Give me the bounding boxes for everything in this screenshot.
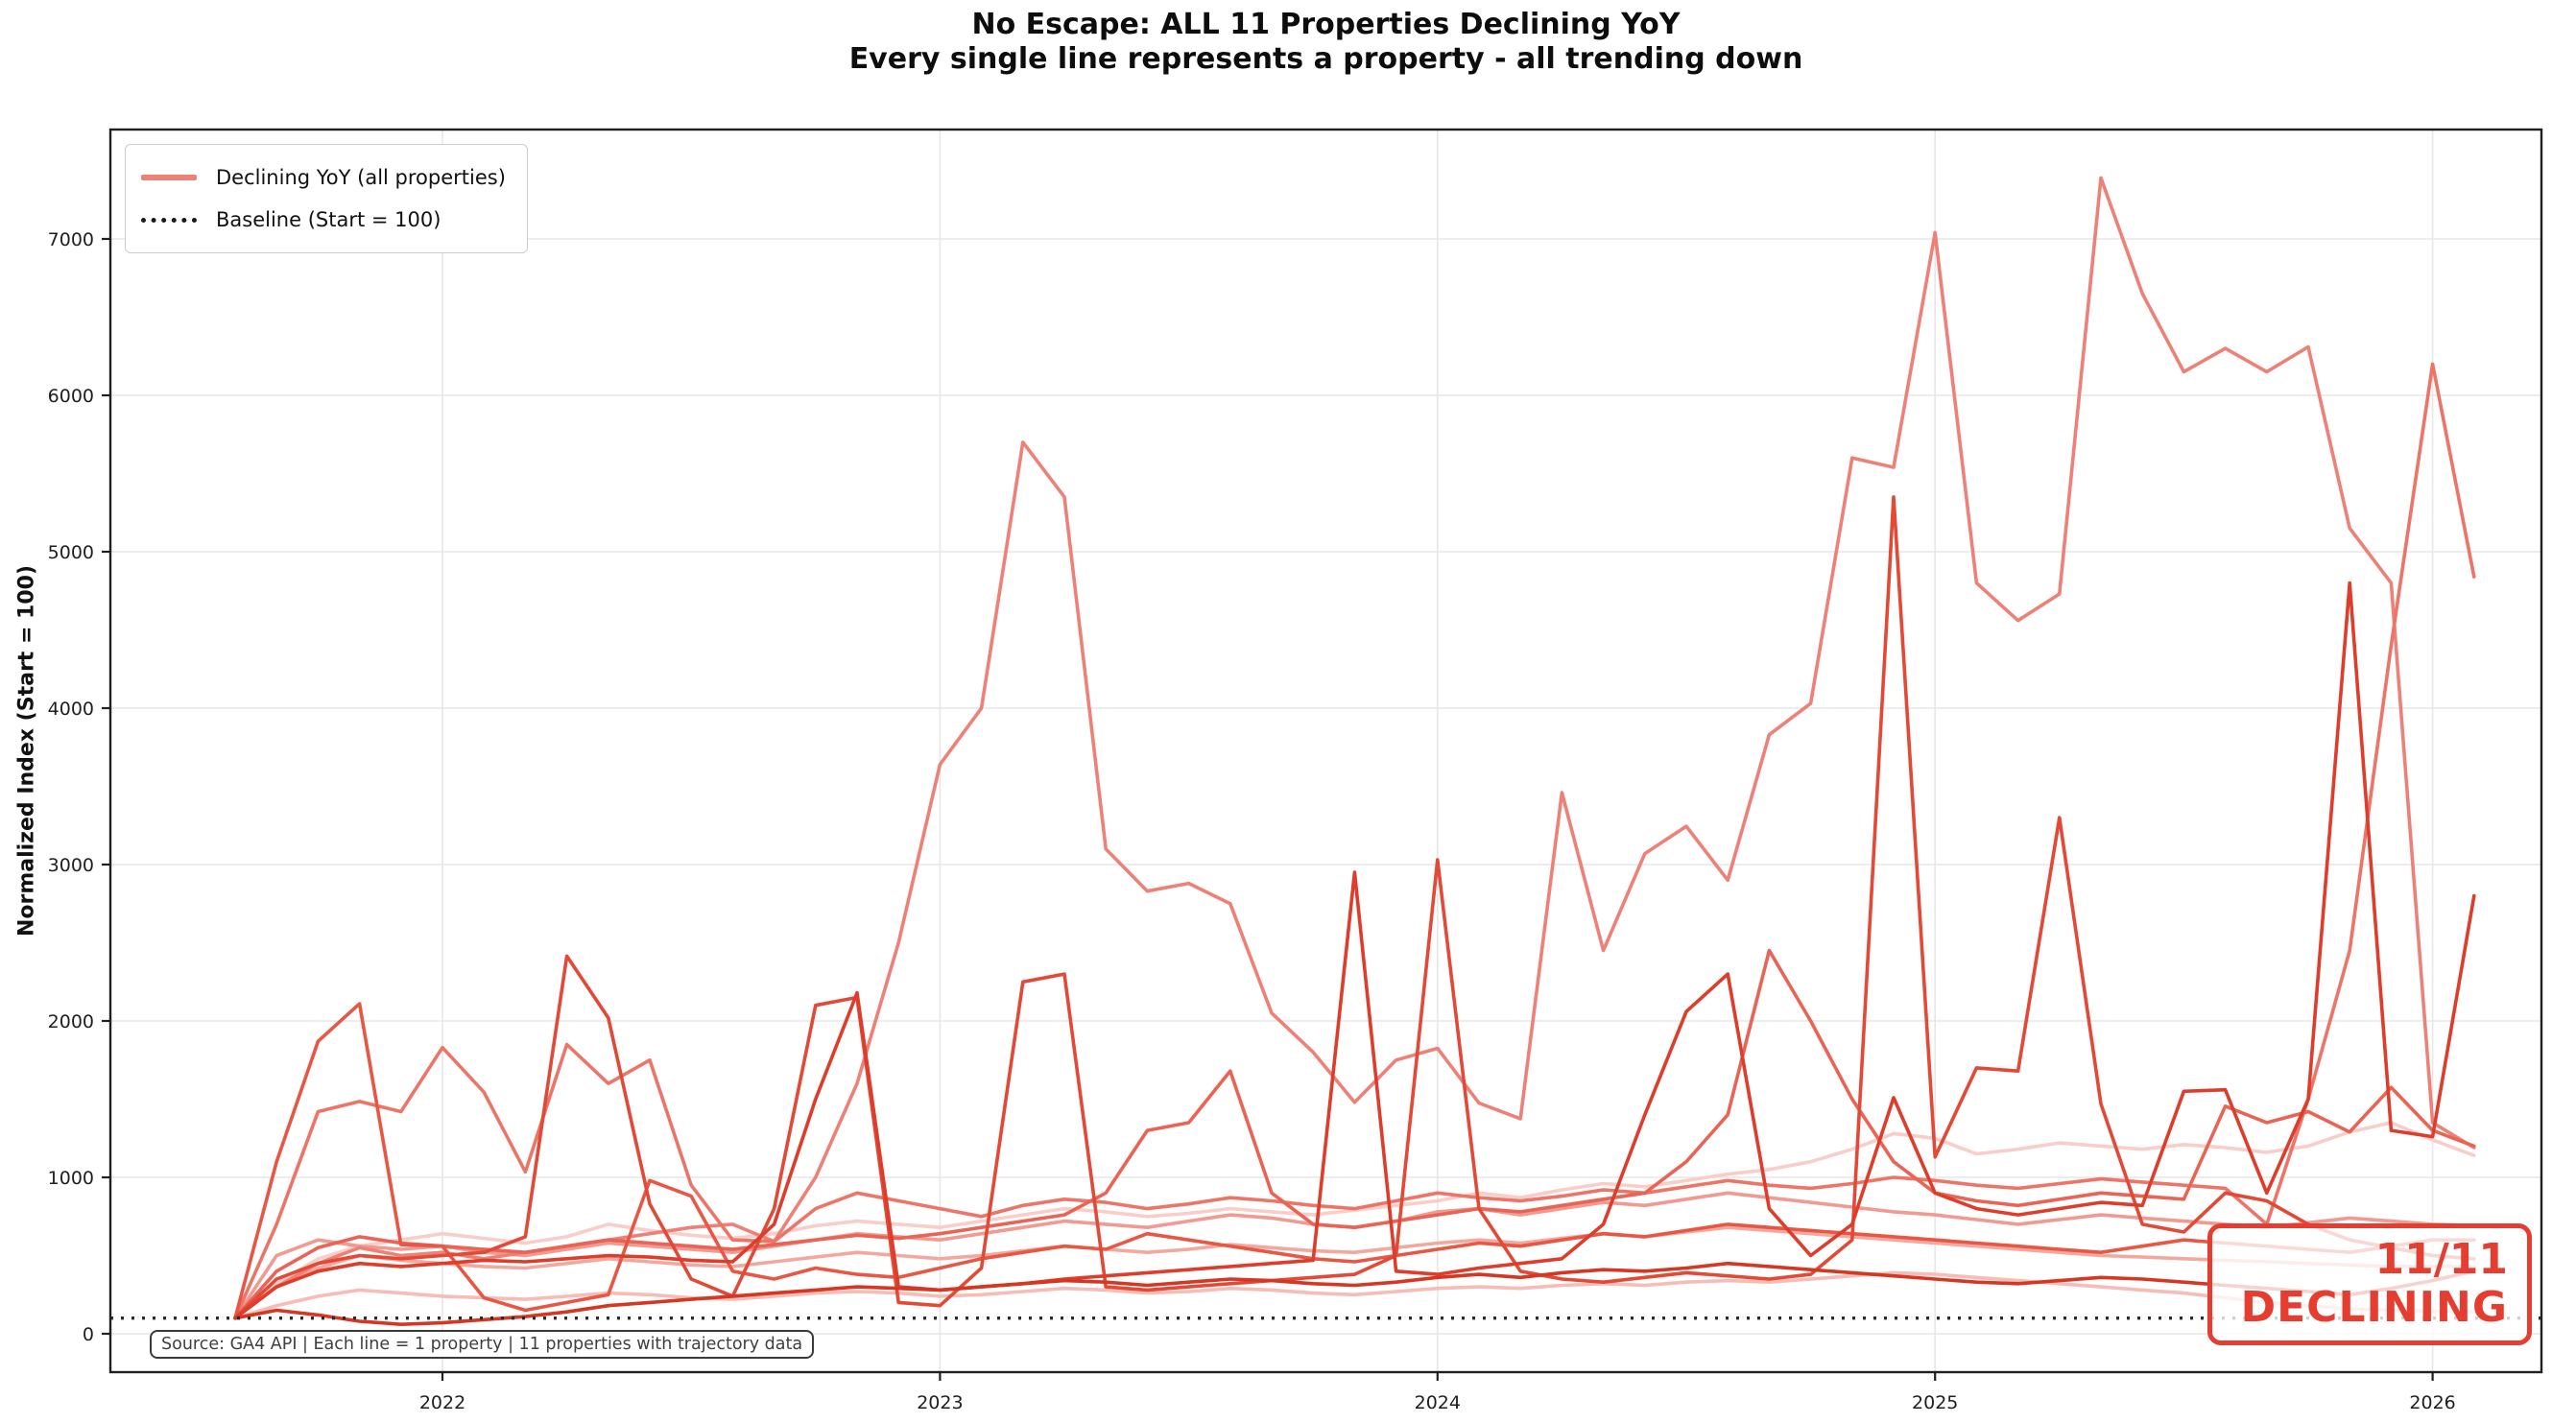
y-axis-label: Normalized Index (Start = 100) [14, 564, 39, 937]
chart-title: No Escape: ALL 11 Properties Declining Y… [971, 8, 1681, 41]
y-tick-label: 3000 [48, 855, 94, 876]
x-tick-label: 2022 [419, 1392, 465, 1413]
legend: Declining YoY (all properties) Baseline … [125, 144, 528, 253]
chart-titles: No Escape: ALL 11 Properties Declining Y… [110, 8, 2541, 77]
series-line-property-3 [233, 1225, 2476, 1320]
legend-label-declining: Declining YoY (all properties) [216, 166, 506, 189]
legend-label-baseline: Baseline (Start = 100) [216, 208, 441, 231]
y-tick-label: 0 [83, 1324, 94, 1345]
declining-line-swatch [141, 175, 197, 180]
series-line-property-7 [233, 948, 2476, 1320]
chart-subtitle: Every single line represents a property … [848, 42, 1803, 76]
axes-spines [108, 128, 2543, 1374]
y-tick-label: 4000 [48, 699, 94, 720]
series-line-property-9 [233, 495, 2476, 1320]
baseline-dotted-swatch [141, 217, 197, 223]
series-line-property-10 [233, 581, 2476, 1320]
x-tick-label: 2026 [2409, 1392, 2455, 1413]
declining-count: 11/11 [2374, 1235, 2508, 1285]
y-tick-label: 1000 [48, 1168, 94, 1189]
y-tick-label: 7000 [48, 229, 94, 250]
y-tick-label: 6000 [48, 386, 94, 407]
series-line-property-8 [233, 1002, 2476, 1320]
y-tick-label: 2000 [48, 1011, 94, 1032]
series-line-property-6 [233, 362, 2476, 1320]
declining-word: DECLINING [2240, 1282, 2508, 1332]
series-line-property-5 [233, 176, 2476, 1320]
declining-annotation: 11/11 DECLINING [2206, 1223, 2532, 1345]
x-tick-label: 2024 [1415, 1392, 1461, 1413]
legend-item-baseline: Baseline (Start = 100) [141, 199, 506, 241]
x-tick-label: 2025 [1912, 1392, 1958, 1413]
series-line-property-11 [233, 1261, 2476, 1326]
legend-item-declining: Declining YoY (all properties) [141, 156, 506, 199]
y-tick-label: 5000 [48, 542, 94, 563]
source-note: Source: GA4 API | Each line = 1 property… [150, 1330, 815, 1359]
x-tick-label: 2023 [917, 1392, 963, 1413]
